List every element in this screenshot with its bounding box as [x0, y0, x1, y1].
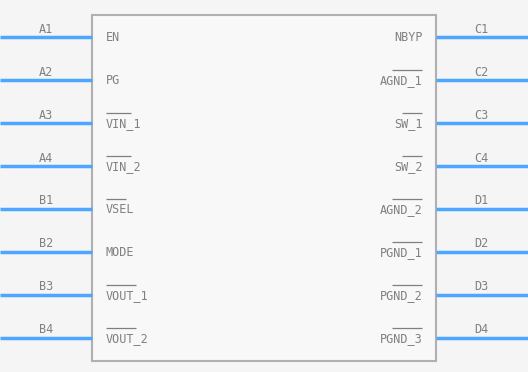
Text: B1: B1 [39, 195, 53, 208]
Text: C3: C3 [475, 109, 489, 122]
Text: VOUT_1: VOUT_1 [106, 289, 148, 302]
Text: AGND_1: AGND_1 [380, 74, 422, 87]
Text: NBYP: NBYP [394, 31, 422, 44]
Text: VIN_1: VIN_1 [106, 117, 141, 130]
Text: SW_2: SW_2 [394, 160, 422, 173]
Text: A1: A1 [39, 23, 53, 35]
Text: C1: C1 [475, 23, 489, 35]
Text: C2: C2 [475, 65, 489, 78]
Text: PGND_3: PGND_3 [380, 332, 422, 345]
Text: B3: B3 [39, 280, 53, 294]
Bar [92, 15, 436, 361]
Text: A2: A2 [39, 65, 53, 78]
Text: VSEL: VSEL [106, 203, 134, 216]
Text: VIN_2: VIN_2 [106, 160, 141, 173]
Text: PGND_1: PGND_1 [380, 246, 422, 259]
Text: PGND_2: PGND_2 [380, 289, 422, 302]
Text: A3: A3 [39, 109, 53, 122]
Text: B4: B4 [39, 324, 53, 337]
Text: MODE: MODE [106, 246, 134, 259]
Text: D2: D2 [475, 237, 489, 250]
Text: SW_1: SW_1 [394, 117, 422, 130]
Text: D3: D3 [475, 280, 489, 294]
Text: D4: D4 [475, 324, 489, 337]
Text: D1: D1 [475, 195, 489, 208]
Text: VOUT_2: VOUT_2 [106, 332, 148, 345]
Text: EN: EN [106, 31, 120, 44]
Text: B2: B2 [39, 237, 53, 250]
Text: A4: A4 [39, 151, 53, 164]
Text: AGND_2: AGND_2 [380, 203, 422, 216]
Text: PG: PG [106, 74, 120, 87]
Text: C4: C4 [475, 151, 489, 164]
